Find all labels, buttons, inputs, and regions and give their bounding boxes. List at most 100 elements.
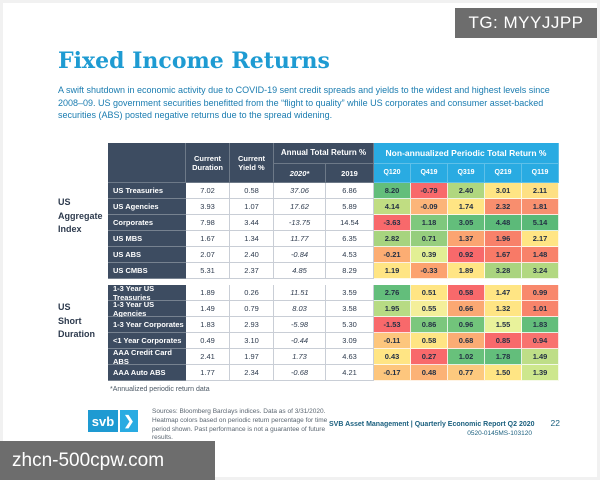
cell-current-yield: 2.40 (230, 247, 274, 263)
page-title: Fixed Income Returns (58, 48, 330, 74)
heatmap-cell: 5.14 (522, 215, 559, 231)
cell-current-duration: 7.98 (186, 215, 230, 231)
site-watermark: zhcn-500cpw.com (0, 441, 215, 480)
heatmap-cell: 1.74 (448, 199, 485, 215)
cell-return-2019: 8.29 (326, 263, 374, 279)
cell-return-2019: 3.58 (326, 301, 374, 317)
cell-current-yield: 3.44 (230, 215, 274, 231)
group-label-line: Index (58, 224, 82, 234)
col-header-2019: 2019 (326, 164, 374, 183)
cell-return-2020: 37.06 (274, 183, 326, 199)
heatmap-cell: -0.79 (411, 183, 448, 199)
heatmap-cell: 1.01 (522, 301, 559, 317)
row-label: US ABS (108, 247, 186, 263)
cell-current-yield: 1.97 (230, 349, 274, 365)
heatmap-cell: 1.49 (522, 349, 559, 365)
cell-current-duration: 1.49 (186, 301, 230, 317)
svb-logo-text: svb (88, 410, 118, 432)
row-label: US Treasuries (108, 183, 186, 199)
heatmap-cell: 2.17 (522, 231, 559, 247)
cell-current-yield: 2.37 (230, 263, 274, 279)
heatmap-cell: 2.76 (374, 285, 411, 301)
heatmap-cell: 0.58 (448, 285, 485, 301)
row-label: US Agencies (108, 199, 186, 215)
heatmap-cell: 3.05 (448, 215, 485, 231)
heatmap-cell: 1.95 (374, 301, 411, 317)
tg-watermark-badge: TG: MYYJJPP (455, 8, 597, 38)
cell-current-yield: 0.58 (230, 183, 274, 199)
heatmap-cell: -0.21 (374, 247, 411, 263)
heatmap-cell: -0.09 (411, 199, 448, 215)
cell-current-yield: 2.34 (230, 365, 274, 381)
heatmap-cell: 1.39 (522, 365, 559, 381)
heatmap-cell: 0.66 (448, 301, 485, 317)
heatmap-cell: 1.18 (411, 215, 448, 231)
heatmap-cell: -0.33 (411, 263, 448, 279)
heatmap-cell: 0.77 (448, 365, 485, 381)
cell-return-2019: 5.89 (326, 199, 374, 215)
cell-return-2019: 3.59 (326, 285, 374, 301)
svb-logo: svb ❯ (88, 410, 138, 432)
heatmap-cell: 1.78 (485, 349, 522, 365)
row-label: <1 Year Corporates (108, 333, 186, 349)
row-label: 1-3 Year Corporates (108, 317, 186, 333)
heatmap-cell: 2.82 (374, 231, 411, 247)
cell-current-duration: 3.93 (186, 199, 230, 215)
col-header-q419: Q419 (411, 164, 448, 183)
cell-return-2019: 4.63 (326, 349, 374, 365)
heatmap-cell: 0.96 (448, 317, 485, 333)
heatmap-cell: 4.48 (485, 215, 522, 231)
heatmap-cell: 1.83 (522, 317, 559, 333)
col-header-current-duration: Current Duration (186, 143, 230, 183)
heatmap-cell: 0.51 (411, 285, 448, 301)
cell-return-2020: -0.44 (274, 333, 326, 349)
cell-return-2020: -5.98 (274, 317, 326, 333)
heatmap-cell: -0.11 (374, 333, 411, 349)
group-label-us-short-duration: US Short Duration (58, 301, 108, 342)
heatmap-cell: 1.89 (448, 263, 485, 279)
cell-return-2019: 4.53 (326, 247, 374, 263)
table-footnote: *Annualized periodic return data (110, 386, 210, 393)
heatmap-cell: 2.32 (485, 199, 522, 215)
cell-return-2019: 14.54 (326, 215, 374, 231)
group-label-line: US (58, 302, 71, 312)
cell-return-2019: 4.21 (326, 365, 374, 381)
cell-current-yield: 1.07 (230, 199, 274, 215)
heatmap-cell: 3.01 (485, 183, 522, 199)
col-header-q219: Q219 (485, 164, 522, 183)
heatmap-cell: 1.48 (522, 247, 559, 263)
row-label: 1-3 Year US Agencies (108, 300, 186, 318)
heatmap-cell: 0.27 (411, 349, 448, 365)
cell-return-2020: -0.84 (274, 247, 326, 263)
heatmap-cell: 1.47 (485, 285, 522, 301)
cell-return-2019: 5.30 (326, 317, 374, 333)
chevron-right-icon: ❯ (120, 410, 138, 432)
cell-return-2020: 4.85 (274, 263, 326, 279)
heatmap-cell: 0.92 (448, 247, 485, 263)
cell-current-duration: 2.41 (186, 349, 230, 365)
cell-current-duration: 7.02 (186, 183, 230, 199)
cell-current-duration: 5.31 (186, 263, 230, 279)
heatmap-cell: 1.02 (448, 349, 485, 365)
cell-return-2020: 11.51 (274, 285, 326, 301)
col-header-current-yield: Current Yield % (230, 143, 274, 183)
cell-return-2019: 3.09 (326, 333, 374, 349)
table-corner-cell (108, 143, 186, 183)
group-label-us-aggregate-index: US Aggregate Index (58, 196, 108, 237)
heatmap-cell: 4.14 (374, 199, 411, 215)
cell-return-2019: 6.86 (326, 183, 374, 199)
heatmap-cell: 1.19 (374, 263, 411, 279)
heatmap-cell: 8.20 (374, 183, 411, 199)
cell-return-2020: -13.75 (274, 215, 326, 231)
heatmap-cell: 0.71 (411, 231, 448, 247)
cell-return-2020: 1.73 (274, 349, 326, 365)
heatmap-cell: 1.81 (522, 199, 559, 215)
heatmap-cell: -1.53 (374, 317, 411, 333)
returns-table: Current Duration Current Yield % Annual … (108, 143, 559, 381)
group-label-line: Short (58, 315, 82, 326)
heatmap-cell: 1.37 (448, 231, 485, 247)
document-code: 0520-0145MS-103120 (467, 430, 532, 437)
row-label: US CMBS (108, 263, 186, 279)
heatmap-cell: 0.43 (374, 349, 411, 365)
cell-current-duration: 1.83 (186, 317, 230, 333)
